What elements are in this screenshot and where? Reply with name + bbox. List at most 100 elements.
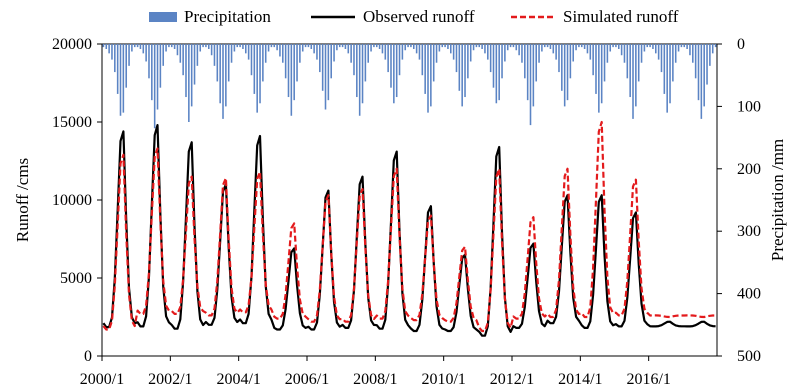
precipitation-bar	[341, 44, 344, 48]
precipitation-bar	[282, 44, 284, 63]
precipitation-bar	[114, 44, 116, 73]
precipitation-bar	[148, 44, 150, 79]
precipitation-bar	[301, 44, 304, 52]
precipitation-bar	[344, 44, 347, 49]
precipitation-bar	[316, 44, 318, 60]
precipitation-bar	[279, 44, 281, 57]
legend-precipitation-label: Precipitation	[184, 7, 271, 26]
precipitation-bar	[293, 44, 295, 101]
precipitation-bar	[236, 44, 239, 48]
precipitation-bar	[509, 44, 512, 48]
precipitation-bar	[569, 44, 572, 79]
precipitation-bar	[472, 44, 475, 51]
precipitation-bar	[535, 44, 537, 82]
observed-runoff-line	[102, 124, 716, 337]
precipitation-bar	[475, 44, 478, 48]
precipitation-bar	[655, 44, 657, 54]
precipitation-bar	[600, 44, 603, 104]
precipitation-bar	[276, 44, 278, 51]
precipitation-bar	[128, 44, 130, 66]
precipitation-bar	[290, 44, 293, 116]
precipitation-bar	[199, 44, 202, 52]
precipitation-bar	[162, 44, 164, 66]
precipitation-bar	[407, 44, 409, 48]
simulated-runoff-line	[102, 120, 716, 333]
precipitation-bar	[395, 44, 398, 98]
precipitation-bar	[284, 44, 287, 79]
precipitation-bar	[356, 44, 358, 98]
precipitation-bar	[680, 44, 683, 48]
precipitation-bar	[353, 44, 355, 76]
precipitation-bars	[102, 44, 717, 129]
y-tick-label: 10000	[52, 192, 92, 209]
x-tick-label: 2004/1	[216, 371, 260, 388]
precipitation-bar	[259, 44, 261, 104]
precipitation-bar	[296, 44, 298, 82]
precipitation-bar	[139, 44, 142, 49]
precipitation-bar	[193, 44, 196, 85]
precipitation-bar	[145, 44, 147, 62]
precipitation-bar	[492, 44, 495, 88]
x-tick-label: 2010/1	[421, 371, 465, 388]
precipitation-bar	[105, 44, 108, 49]
precipitation-bar	[615, 44, 617, 48]
precipitation-bar	[373, 44, 375, 48]
precipitation-bar	[563, 44, 566, 107]
precipitation-bar	[264, 44, 267, 63]
precipitation-bar	[273, 44, 276, 48]
precipitation-bar	[319, 44, 321, 73]
precipitation-bar	[484, 44, 486, 54]
precipitation-bar	[504, 44, 506, 62]
precipitation-bar	[595, 44, 597, 94]
precipitation-bar	[629, 44, 631, 98]
precipitation-bar	[410, 44, 412, 48]
precipitation-bar	[538, 44, 540, 63]
precipitation-bar	[583, 44, 586, 49]
precipitation-bar	[637, 44, 640, 82]
precipitation-bar	[370, 44, 372, 52]
precipitation-bar	[441, 44, 444, 48]
precipitation-bar	[683, 44, 686, 48]
y2-tick-label: 100	[737, 98, 761, 115]
precipitation-bar	[173, 44, 176, 49]
precipitation-bar	[338, 44, 341, 48]
precipitation-bar	[578, 44, 580, 48]
precipitation-bar	[421, 44, 424, 76]
precipitation-bar	[262, 44, 264, 82]
precipitation-bar	[108, 44, 110, 54]
precipitation-bar	[606, 44, 609, 63]
plot-frame	[101, 43, 718, 357]
precipitation-bar	[592, 44, 594, 76]
precipitation-bar	[612, 44, 614, 48]
x-tick-label: 2012/1	[490, 371, 534, 388]
precipitation-bar	[216, 44, 219, 82]
precipitation-bar	[649, 44, 651, 48]
precipitation-bar	[102, 44, 105, 48]
precipitation-bar	[464, 44, 466, 98]
series-lines	[102, 120, 716, 337]
x-tick-label: 2014/1	[558, 371, 602, 388]
precipitation-bar	[617, 44, 620, 49]
legend-precipitation-swatch	[149, 12, 177, 22]
precipitation-bar	[580, 44, 583, 48]
precipitation-bar	[111, 44, 113, 60]
precipitation-bar	[333, 44, 335, 62]
precipitation-bar	[669, 44, 671, 104]
precipitation-bar	[168, 44, 170, 48]
precipitation-bar	[122, 44, 125, 113]
precipitation-bar	[626, 44, 629, 79]
precipitation-bar	[418, 44, 421, 60]
precipitation-bar	[524, 44, 526, 79]
y2-tick-label: 400	[737, 286, 761, 303]
precipitation-bar	[572, 44, 574, 62]
precipitation-bar	[455, 44, 458, 73]
precipitation-bar	[207, 44, 210, 49]
precipitation-bar	[529, 44, 532, 126]
precipitation-bar	[635, 44, 637, 107]
precipitation-bar	[498, 44, 500, 101]
precipitation-bar	[450, 44, 452, 54]
precipitation-bar	[666, 44, 668, 113]
precipitation-bar	[256, 44, 258, 113]
precipitation-bar	[561, 44, 563, 91]
